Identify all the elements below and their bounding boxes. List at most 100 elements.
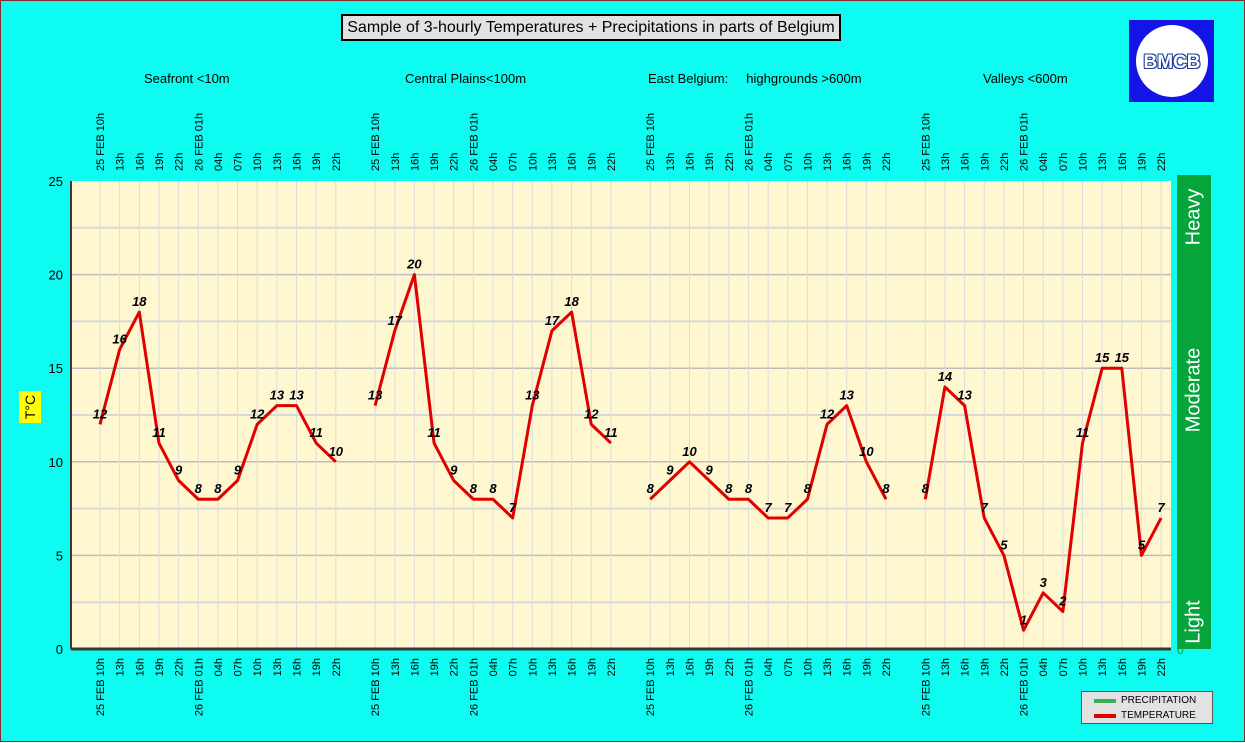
- temperature-data-label: 16: [112, 331, 127, 346]
- x-tick-label-top: 22h: [174, 153, 186, 171]
- x-tick-label-top: 16h: [685, 153, 697, 171]
- temperature-data-label: 12: [250, 406, 265, 421]
- temperature-data-label: 12: [584, 406, 599, 421]
- x-tick-label-top: 10h: [1078, 153, 1090, 171]
- temperature-data-label: 10: [329, 444, 344, 459]
- x-tick-label-bottom: 07h: [508, 658, 520, 676]
- x-tick-label-top: 26 FEB 01h: [743, 113, 755, 171]
- x-tick-label-bottom: 25 FEB 10h: [95, 658, 107, 716]
- x-tick-label-bottom: 25 FEB 10h: [645, 658, 657, 716]
- temperature-line-region-3: [649, 404, 888, 520]
- region-label-valleys: Valleys <600m: [983, 71, 1068, 86]
- x-tick-label-top: 13h: [547, 153, 559, 171]
- x-tick-label-top: 13h: [115, 153, 127, 171]
- y-tick-label: 0: [56, 642, 63, 657]
- x-tick-label-top: 13h: [272, 153, 284, 171]
- chart-title: Sample of 3-hourly Temperatures + Precip…: [341, 14, 841, 41]
- temperature-data-label: 9: [706, 463, 714, 478]
- y-tick-label: 25: [49, 174, 63, 189]
- x-tick-label-bottom: 22h: [449, 658, 461, 676]
- logo-text: BMCB: [1143, 52, 1201, 73]
- region-label-seafront: Seafront <10m: [144, 71, 230, 86]
- temperature-line-region-2: [373, 273, 612, 520]
- x-tick-label-top: 04h: [763, 153, 775, 171]
- temperature-data-label: 8: [214, 481, 222, 496]
- temperature-data-label: 9: [666, 463, 674, 478]
- temperature-data-label: 20: [406, 257, 422, 272]
- legend: PRECIPITATION TEMPERATURE: [1081, 691, 1213, 724]
- legend-item-temperature: TEMPERATURE: [1094, 710, 1196, 721]
- x-tick-label-top: 07h: [783, 153, 795, 171]
- x-tick-label-top: 19h: [861, 153, 873, 171]
- x-tick-label-bottom: 13h: [272, 658, 284, 676]
- x-tick-label-bottom: 16h: [685, 658, 697, 676]
- x-tick-label-top: 22h: [724, 153, 736, 171]
- x-tick-label-bottom: 16h: [842, 658, 854, 676]
- x-tick-label-top: 26 FEB 01h: [193, 113, 205, 171]
- x-tick-label-top: 10h: [802, 153, 814, 171]
- x-tick-label-bottom: 19h: [1136, 658, 1148, 676]
- x-tick-label-top: 22h: [331, 153, 343, 171]
- x-tick-label-top: 07h: [233, 153, 245, 171]
- x-tick-label-bottom: 19h: [586, 658, 598, 676]
- temperature-data-label: 14: [938, 369, 953, 384]
- temperature-data-label: 5: [1000, 537, 1008, 552]
- precipitation-scale: Moderate Light Heavy: [1177, 175, 1211, 649]
- temperature-data-label: 18: [564, 294, 579, 309]
- temperature-data-label: 13: [525, 388, 540, 403]
- temperature-data-label: 11: [1076, 425, 1090, 440]
- temperature-data-label: 12: [820, 406, 835, 421]
- temperature-data-label: 8: [489, 481, 497, 496]
- temperature-data-label: 18: [132, 294, 147, 309]
- x-tick-label-top: 16h: [567, 153, 579, 171]
- x-tick-label-top: 13h: [822, 153, 834, 171]
- temperature-data-label: 1: [1020, 612, 1027, 627]
- temperature-data-label: 8: [725, 481, 733, 496]
- x-tick-label-top: 22h: [449, 153, 461, 171]
- logo-circle: BMCB: [1136, 25, 1208, 97]
- x-tick-label-bottom: 22h: [881, 658, 893, 676]
- x-tick-label-top: 16h: [409, 153, 421, 171]
- x-tick-label-bottom: 22h: [999, 658, 1011, 676]
- precip-zero-label: 0: [1177, 643, 1184, 657]
- temperature-data-label: 5: [1138, 537, 1146, 552]
- x-tick-label-top: 19h: [979, 153, 991, 171]
- temperature-data-label: 13: [957, 388, 972, 403]
- temperature-data-label: 13: [289, 388, 304, 403]
- x-tick-label-top: 16h: [960, 153, 972, 171]
- x-tick-label-top: 13h: [940, 153, 952, 171]
- x-tick-label-bottom: 22h: [174, 658, 186, 676]
- x-tick-label-top: 19h: [154, 153, 166, 171]
- x-tick-label-top: 13h: [390, 153, 402, 171]
- temperature-data-label: 10: [859, 444, 874, 459]
- temperature-data-label: 7: [1157, 500, 1165, 515]
- temperature-data-label: 8: [922, 481, 930, 496]
- x-tick-label-top: 19h: [429, 153, 441, 171]
- legend-label-temperature: TEMPERATURE: [1121, 710, 1196, 721]
- x-tick-label-bottom: 16h: [960, 658, 972, 676]
- y-axis-label: T°C: [19, 391, 41, 423]
- x-tick-label-top: 07h: [1058, 153, 1070, 171]
- x-tick-label-top: 22h: [1156, 153, 1168, 171]
- temperature-data-label: 13: [368, 388, 383, 403]
- temperature-data-label: 11: [152, 425, 166, 440]
- temperature-data-label: 3: [1040, 575, 1048, 590]
- temperature-data-label: 13: [839, 388, 854, 403]
- temperature-data-label: 15: [1115, 350, 1130, 365]
- x-tick-label-bottom: 26 FEB 01h: [193, 658, 205, 716]
- temperature-data-label: 11: [427, 425, 441, 440]
- x-tick-label-bottom: 13h: [390, 658, 402, 676]
- x-tick-label-bottom: 10h: [802, 658, 814, 676]
- temperature-data-label: 7: [509, 500, 517, 515]
- legend-item-precipitation: PRECIPITATION: [1094, 695, 1196, 706]
- x-tick-label-bottom: 16h: [567, 658, 579, 676]
- x-tick-label-bottom: 04h: [763, 658, 775, 676]
- x-tick-label-bottom: 13h: [940, 658, 952, 676]
- x-tick-label-bottom: 04h: [213, 658, 225, 676]
- x-tick-label-bottom: 04h: [488, 658, 500, 676]
- x-tick-label-top: 10h: [252, 153, 264, 171]
- x-tick-label-top: 16h: [1117, 153, 1129, 171]
- x-tick-label-top: 04h: [213, 153, 225, 171]
- precip-level-moderate: Moderate: [1182, 347, 1205, 433]
